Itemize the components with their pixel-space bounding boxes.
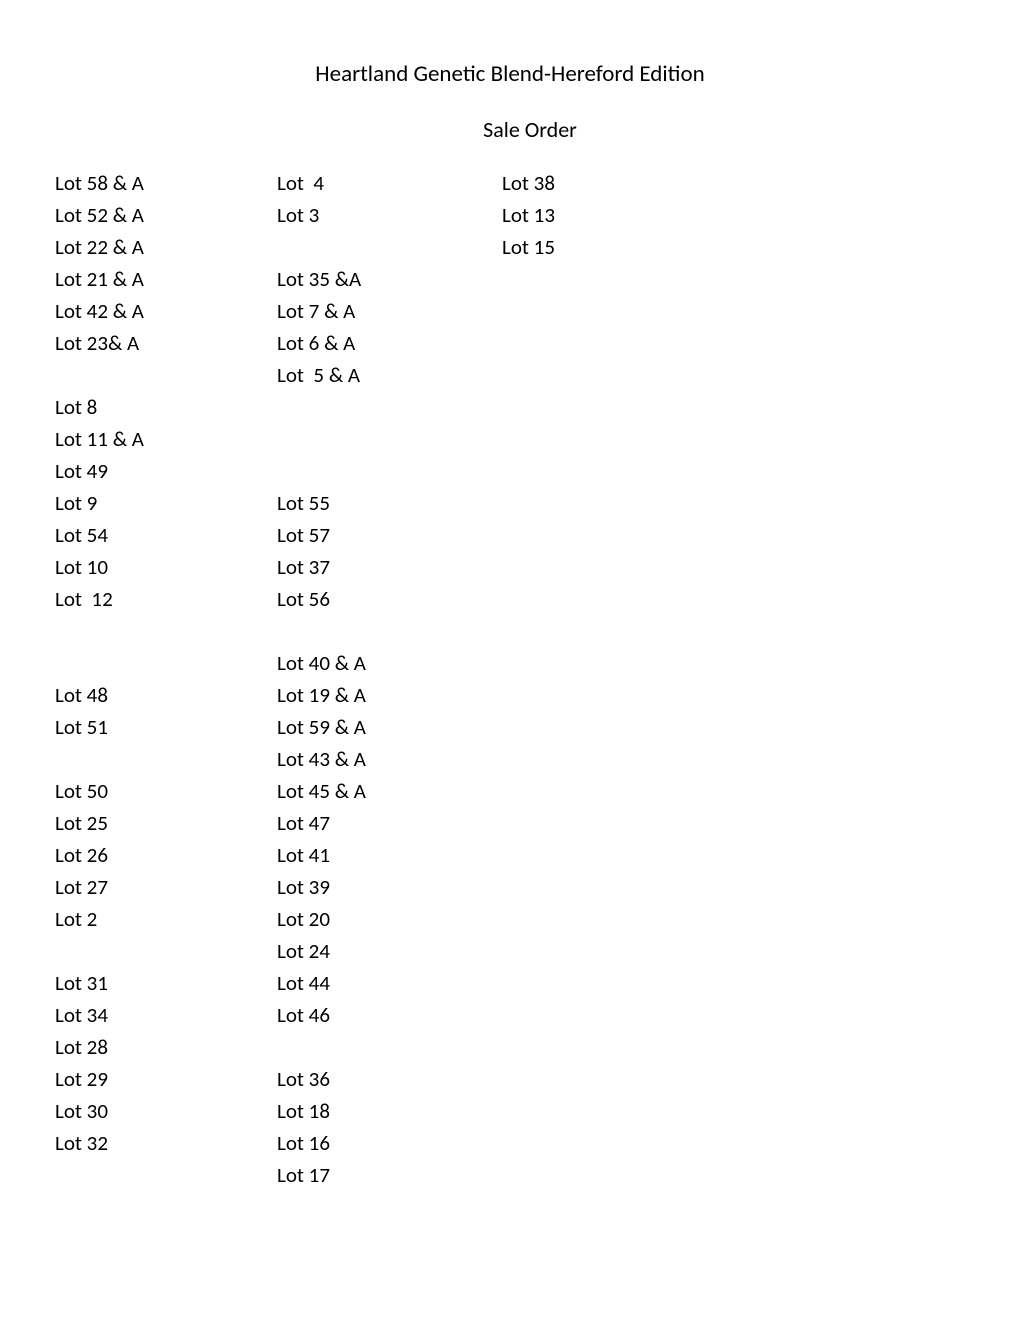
blank-row — [277, 231, 502, 263]
lot-entry: Lot 16 — [277, 1127, 502, 1159]
lot-entry: Lot 15 — [502, 231, 702, 263]
lot-entry: Lot 38 — [502, 167, 702, 199]
lot-entry: Lot 28 — [55, 1031, 277, 1063]
lot-entry: Lot 8 — [55, 391, 277, 423]
blank-row — [55, 615, 277, 647]
page-subtitle: Sale Order — [55, 116, 965, 143]
lot-entry: Lot 29 — [55, 1063, 277, 1095]
lot-entry: Lot 51 — [55, 711, 277, 743]
lot-entry: Lot 35 &A — [277, 263, 502, 295]
lot-entry: Lot 10 — [55, 551, 277, 583]
lot-entry: Lot 41 — [277, 839, 502, 871]
lot-entry: Lot 46 — [277, 999, 502, 1031]
lot-entry: Lot 32 — [55, 1127, 277, 1159]
lot-entry: Lot 55 — [277, 487, 502, 519]
lot-entry: Lot 22 & A — [55, 231, 277, 263]
lot-entry: Lot 50 — [55, 775, 277, 807]
lot-entry: Lot 30 — [55, 1095, 277, 1127]
blank-row — [55, 743, 277, 775]
blank-row — [277, 1031, 502, 1063]
lot-entry: Lot 20 — [277, 903, 502, 935]
column-3: Lot 38Lot 13Lot 15 — [502, 167, 702, 1191]
lot-entry: Lot 34 — [55, 999, 277, 1031]
lot-entry: Lot 26 — [55, 839, 277, 871]
lot-entry: Lot 48 — [55, 679, 277, 711]
columns-container: Lot 58 & ALot 52 & ALot 22 & ALot 21 & A… — [55, 167, 965, 1191]
lot-entry: Lot 19 & A — [277, 679, 502, 711]
lot-entry: Lot 42 & A — [55, 295, 277, 327]
lot-entry: Lot 37 — [277, 551, 502, 583]
lot-entry: Lot 36 — [277, 1063, 502, 1095]
lot-entry: Lot 59 & A — [277, 711, 502, 743]
lot-entry: Lot 40 & A — [277, 647, 502, 679]
column-2: Lot 4Lot 3Lot 35 &ALot 7 & ALot 6 & ALot… — [277, 167, 502, 1191]
lot-entry: Lot 25 — [55, 807, 277, 839]
lot-entry: Lot 11 & A — [55, 423, 277, 455]
lot-entry: Lot 52 & A — [55, 199, 277, 231]
blank-row — [277, 391, 502, 423]
lot-entry: Lot 23& A — [55, 327, 277, 359]
blank-row — [55, 647, 277, 679]
lot-entry: Lot 44 — [277, 967, 502, 999]
lot-entry: Lot 47 — [277, 807, 502, 839]
lot-entry: Lot 2 — [55, 903, 277, 935]
lot-entry: Lot 27 — [55, 871, 277, 903]
lot-entry: Lot 56 — [277, 583, 502, 615]
blank-row — [277, 423, 502, 455]
blank-row — [55, 359, 277, 391]
lot-entry: Lot 6 & A — [277, 327, 502, 359]
blank-row — [55, 935, 277, 967]
lot-entry: Lot 31 — [55, 967, 277, 999]
page-title: Heartland Genetic Blend-Hereford Edition — [55, 60, 965, 88]
lot-entry: Lot 24 — [277, 935, 502, 967]
lot-entry: Lot 49 — [55, 455, 277, 487]
lot-entry: Lot 43 & A — [277, 743, 502, 775]
lot-entry: Lot 21 & A — [55, 263, 277, 295]
lot-entry: Lot 54 — [55, 519, 277, 551]
blank-row — [277, 615, 502, 647]
lot-entry: Lot 5 & A — [277, 359, 502, 391]
blank-row — [277, 455, 502, 487]
lot-entry: Lot 12 — [55, 583, 277, 615]
lot-entry: Lot 9 — [55, 487, 277, 519]
lot-entry: Lot 3 — [277, 199, 502, 231]
lot-entry: Lot 45 & A — [277, 775, 502, 807]
column-1: Lot 58 & ALot 52 & ALot 22 & ALot 21 & A… — [55, 167, 277, 1191]
lot-entry: Lot 58 & A — [55, 167, 277, 199]
lot-entry: Lot 4 — [277, 167, 502, 199]
lot-entry: Lot 39 — [277, 871, 502, 903]
lot-entry: Lot 18 — [277, 1095, 502, 1127]
lot-entry: Lot 57 — [277, 519, 502, 551]
lot-entry: Lot 17 — [277, 1159, 502, 1191]
lot-entry: Lot 7 & A — [277, 295, 502, 327]
lot-entry: Lot 13 — [502, 199, 702, 231]
